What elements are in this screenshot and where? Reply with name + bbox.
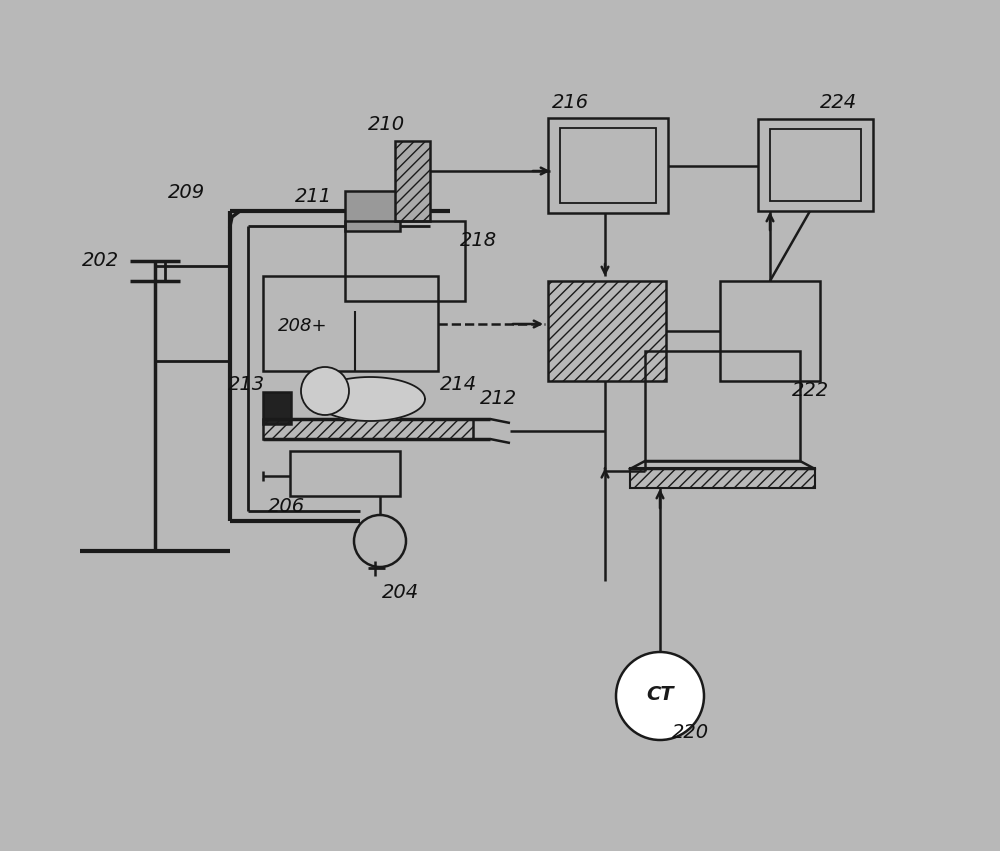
Bar [263, 419, 473, 439]
Bar [560, 128, 656, 203]
Circle shape [616, 652, 704, 740]
Text: 204: 204 [382, 584, 419, 603]
Text: 208+: 208+ [278, 317, 328, 335]
Bar [720, 281, 820, 381]
Bar [758, 119, 873, 211]
Bar [290, 451, 400, 496]
Bar [645, 351, 800, 461]
Bar [263, 392, 291, 424]
Text: 202: 202 [82, 252, 119, 271]
Text: 218: 218 [460, 231, 497, 250]
Text: 213: 213 [228, 374, 265, 393]
Bar [345, 221, 465, 301]
Text: CT: CT [646, 684, 674, 704]
Polygon shape [315, 377, 425, 421]
Bar [345, 191, 400, 231]
Bar [548, 118, 668, 213]
Circle shape [301, 367, 349, 415]
Bar [770, 129, 861, 201]
Text: 210: 210 [368, 116, 405, 134]
Text: 224: 224 [820, 94, 857, 112]
Text: 220: 220 [672, 723, 709, 743]
Text: 206: 206 [268, 496, 305, 516]
Text: 214: 214 [440, 374, 477, 393]
Text: 212: 212 [480, 390, 517, 408]
Bar [548, 281, 666, 381]
Bar [263, 276, 438, 371]
Text: 209: 209 [168, 184, 205, 203]
Bar [395, 141, 430, 221]
Bar [630, 468, 815, 488]
Text: 222: 222 [792, 381, 829, 401]
Text: 211: 211 [295, 186, 332, 205]
Text: 216: 216 [552, 94, 589, 112]
